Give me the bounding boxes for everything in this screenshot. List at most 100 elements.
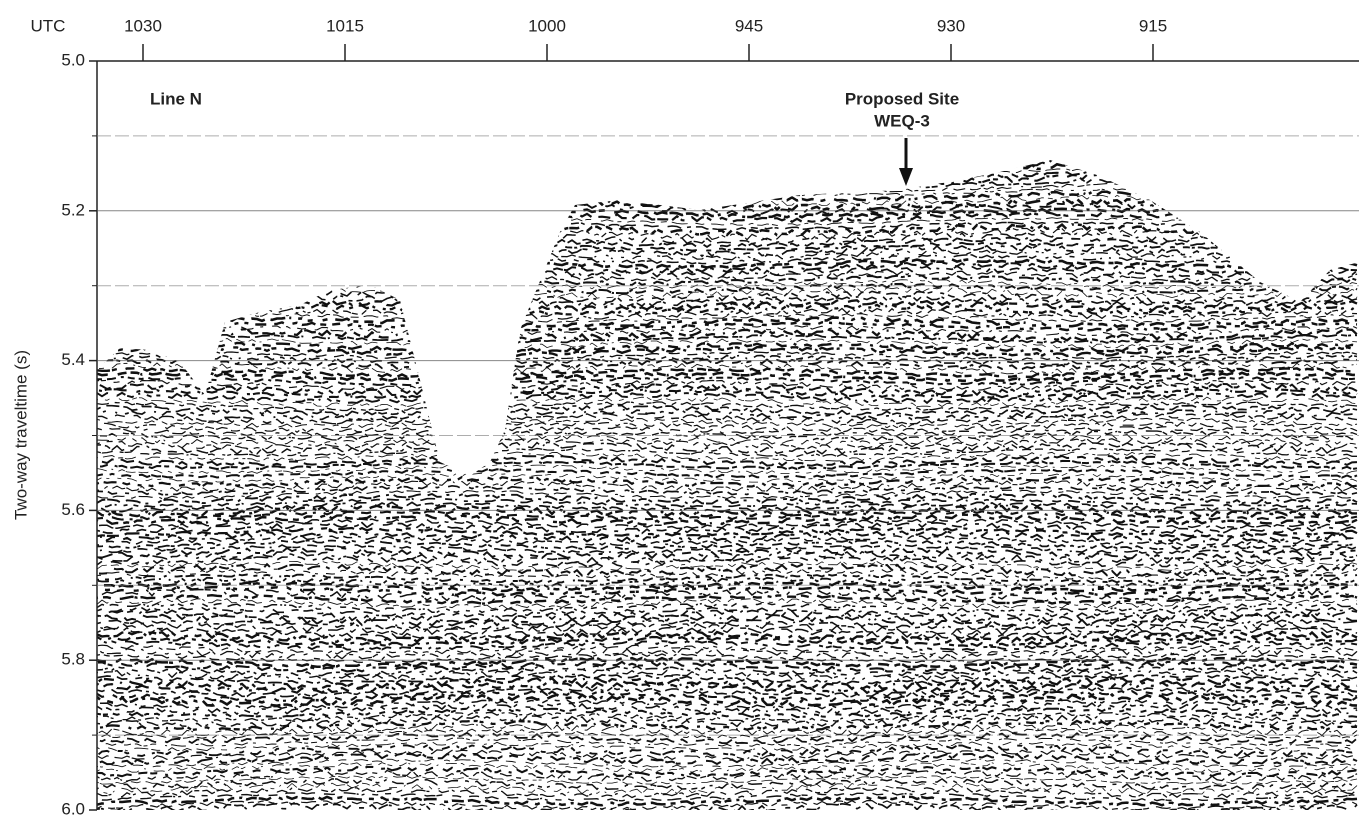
seismic-trace — [97, 626, 1358, 640]
seismic-trace — [97, 489, 1358, 500]
seismic-trace — [97, 454, 1358, 467]
seismic-trace — [97, 546, 1358, 560]
seismic-trace — [97, 325, 1358, 337]
seismic-trace — [97, 640, 1358, 652]
seismic-trace — [97, 513, 1358, 526]
seismic-section — [97, 150, 1358, 810]
seismic-trace — [97, 723, 1358, 736]
seismic-trace — [97, 172, 1358, 186]
seismic-trace — [97, 598, 1358, 610]
seismic-trace — [97, 555, 1358, 568]
seismic-trace — [97, 202, 1358, 216]
seismic-trace — [97, 227, 1358, 241]
seismic-trace — [97, 668, 1358, 682]
seismic-trace — [97, 404, 1358, 417]
seismic-trace — [97, 752, 1358, 766]
seismic-trace — [97, 539, 1358, 551]
seismic-trace — [97, 529, 1358, 543]
seismic-trace — [97, 743, 1358, 758]
seismic-trace — [97, 313, 1358, 323]
seismic-trace — [97, 451, 1358, 462]
seismic-trace — [97, 787, 1358, 799]
seismic-trace — [97, 358, 1358, 371]
seismic-trace — [97, 178, 1358, 190]
seismic-trace — [97, 680, 1358, 695]
seismic-trace — [97, 510, 1358, 521]
seismic-trace — [97, 408, 1358, 421]
seismic-trace — [97, 468, 1358, 479]
seismic-trace — [97, 459, 1358, 471]
seismic-trace — [97, 777, 1358, 791]
y-tick-label: 5.6 — [61, 500, 85, 519]
seismic-trace — [97, 337, 1358, 349]
seismic-trace — [97, 741, 1358, 752]
seismic-trace — [97, 795, 1358, 807]
seismic-trace — [97, 222, 1358, 237]
x-tick-label: 930 — [937, 16, 965, 35]
seismic-trace — [97, 303, 1358, 316]
seismic-trace — [97, 492, 1358, 505]
seismic-trace — [97, 150, 1357, 159]
seismic-trace — [97, 160, 1358, 170]
seismic-trace — [97, 341, 1358, 354]
seismic-trace — [97, 316, 1358, 329]
seismic-trace — [97, 581, 1358, 593]
y-tick-label: 5.8 — [61, 650, 85, 669]
x-tick-label: 945 — [735, 16, 763, 35]
seismic-trace — [97, 609, 1358, 623]
seismic-trace — [97, 472, 1358, 483]
seismic-trace — [97, 719, 1358, 732]
seismic-trace — [97, 644, 1358, 656]
seismic-trace — [97, 236, 1358, 249]
seismic-trace — [97, 274, 1358, 286]
seismic-trace — [97, 647, 1358, 661]
seismic-trace — [97, 249, 1358, 261]
seismic-trace — [97, 190, 1358, 203]
seismic-trace — [97, 350, 1358, 361]
seismic-trace — [97, 270, 1358, 282]
seismic-trace — [97, 593, 1358, 605]
y-axis-title: Two-way traveltime (s) — [11, 350, 30, 520]
seismic-trace — [97, 438, 1358, 450]
seismic-trace — [97, 769, 1358, 783]
seismic-trace — [97, 800, 1358, 810]
x-tick-label: 1000 — [528, 16, 566, 35]
x-tick-label: 1030 — [124, 16, 162, 35]
seismic-trace — [97, 689, 1358, 702]
seismic-trace — [97, 535, 1357, 546]
seismic-trace — [97, 602, 1358, 614]
seismic-trace — [97, 749, 1358, 761]
seismic-trace — [97, 426, 1358, 437]
seismic-trace — [97, 447, 1357, 458]
seismic-trace — [97, 480, 1358, 492]
seismic-trace — [97, 183, 1358, 193]
seismic-trace — [97, 382, 1358, 397]
seismic-trace — [97, 321, 1358, 332]
seismic-trace — [97, 665, 1358, 677]
seismic-trace — [97, 707, 1358, 719]
seismic-trace — [97, 674, 1358, 685]
seismic-trace — [97, 560, 1358, 572]
site-label: WEQ-3 — [874, 111, 930, 130]
seismic-trace — [97, 737, 1358, 747]
seismic-trace — [97, 699, 1358, 710]
seismic-trace — [97, 333, 1358, 344]
seismic-trace — [97, 298, 1358, 313]
site-label: Proposed Site — [845, 89, 959, 108]
seismic-trace — [97, 497, 1358, 508]
seismic-trace — [97, 244, 1358, 258]
seismic-trace — [97, 802, 1358, 810]
seismic-trace — [97, 231, 1358, 245]
seismic-trace — [97, 588, 1358, 602]
seismic-trace — [97, 702, 1358, 716]
y-tick-label: 6.0 — [61, 799, 85, 818]
seismic-trace — [97, 412, 1358, 425]
seismic-trace — [97, 194, 1358, 206]
seismic-trace — [97, 307, 1358, 320]
seismic-trace — [97, 692, 1358, 708]
seismic-trace — [97, 782, 1358, 795]
seismic-trace — [97, 371, 1358, 383]
seismic-trace — [97, 279, 1358, 290]
seismic-trace — [97, 362, 1358, 375]
